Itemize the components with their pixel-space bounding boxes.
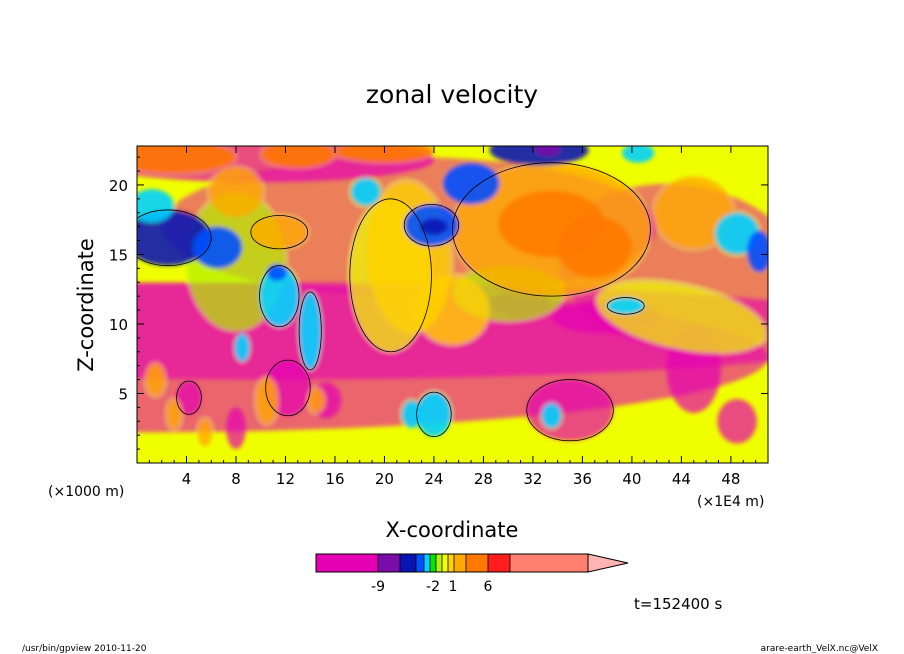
field-region: [259, 265, 300, 327]
field-region: [622, 146, 655, 163]
field-region: [260, 146, 335, 169]
colorbar-segment: [442, 554, 448, 572]
contour-line: [298, 291, 322, 371]
field-region: [176, 380, 202, 415]
contour-line: [265, 359, 311, 417]
contour-line: [250, 215, 309, 250]
y-tick-label: 10: [109, 316, 128, 334]
contour-line: [349, 198, 432, 353]
field-region: [401, 400, 422, 429]
field-region: [420, 218, 448, 235]
field-region: [746, 230, 768, 273]
x-tick-label: 28: [474, 470, 493, 488]
colorbar-segment: [400, 554, 416, 572]
contour-line: [452, 162, 651, 297]
colorbar-segment: [466, 554, 488, 572]
plot-area: [137, 146, 768, 463]
field-region: [208, 166, 264, 217]
field-region: [541, 403, 562, 429]
y-axis-label: Z-coordinate: [74, 238, 98, 372]
colorbar-segment: [510, 554, 588, 572]
field-region: [145, 362, 166, 397]
x-scale-label: (×1E4 m): [697, 494, 764, 510]
contour-line: [176, 380, 202, 415]
x-tick-label: 20: [375, 470, 394, 488]
footer-right: arare-earth_VelX.nc@VelX: [761, 644, 878, 654]
field-region: [416, 392, 452, 437]
plot-frame: [136, 145, 769, 464]
field-region: [137, 189, 175, 223]
time-label: t=152400 s: [634, 595, 722, 613]
x-tick-label: 36: [573, 470, 592, 488]
chart-title: zonal velocity: [366, 80, 538, 109]
x-unit-label: (×1000 m): [48, 484, 124, 500]
x-tick-label: 44: [672, 470, 691, 488]
field-region: [255, 376, 279, 425]
field-region: [299, 291, 322, 370]
contour-lines: [137, 162, 651, 442]
colorbar-segment: [378, 554, 400, 572]
field-region: [654, 176, 734, 249]
colorbar-segment: [430, 554, 436, 572]
contour-line: [606, 297, 645, 315]
colorbar-segment: [436, 554, 442, 572]
y-tick-label: 15: [109, 246, 128, 264]
x-tick-label: 16: [325, 470, 344, 488]
colorbar-arrow: [587, 553, 629, 573]
field-region: [596, 280, 767, 354]
field-region: [415, 275, 490, 345]
field-region: [197, 418, 213, 447]
contour-line: [137, 209, 212, 266]
x-tick-label: 48: [721, 470, 740, 488]
field-region: [489, 146, 589, 166]
field-region: [234, 333, 250, 362]
x-tick-label: 24: [424, 470, 443, 488]
footer-left: /usr/bin/gpview 2010-11-20: [22, 644, 147, 654]
colorbar-segment: [448, 554, 454, 572]
field-region: [442, 162, 500, 205]
colorbar-label: -9: [371, 579, 385, 595]
contour-line: [416, 391, 452, 437]
colorbar-segment: [316, 554, 378, 572]
field-region: [717, 399, 757, 444]
y-axis: 5 10 15 20: [109, 156, 768, 450]
colorbar-segment: [488, 554, 510, 572]
colorbar-label: 6: [484, 579, 493, 595]
field-region: [250, 215, 308, 249]
colorbar-segment: [416, 554, 424, 572]
colorbar-segment: [454, 554, 466, 572]
y-tick-label: 20: [109, 177, 128, 195]
field-region: [266, 264, 287, 281]
field-region: [307, 387, 326, 413]
colorbar-frame: [315, 553, 589, 573]
y-tick-label: 5: [118, 385, 128, 403]
colorbar-segment: [424, 554, 430, 572]
field-region: [166, 399, 182, 430]
contour-line: [526, 379, 614, 442]
field-region: [334, 146, 434, 163]
x-tick-label: 4: [182, 470, 192, 488]
colorbar-label: 1: [449, 579, 458, 595]
field-region: [607, 297, 645, 315]
field-region: [535, 146, 561, 156]
x-tick-label: 8: [231, 470, 241, 488]
contour-line: [403, 203, 460, 247]
colorbar: -9 -2 1 6: [315, 553, 629, 595]
field-region: [226, 407, 246, 450]
x-axis-label: X-coordinate: [386, 518, 519, 542]
x-tick-label: 40: [622, 470, 641, 488]
contour-line: [259, 265, 300, 328]
field-region: [192, 226, 243, 269]
velocity-field: [137, 146, 768, 450]
field-region: [351, 177, 381, 206]
x-axis: 4 8 12 16 20 24 28 32 36 40 44 48: [148, 146, 757, 488]
colorbar-label: -2: [426, 579, 440, 595]
field-region: [137, 209, 212, 266]
x-tick-label: 32: [523, 470, 542, 488]
field-region: [137, 146, 236, 174]
field-region: [557, 216, 632, 279]
x-tick-label: 12: [276, 470, 295, 488]
